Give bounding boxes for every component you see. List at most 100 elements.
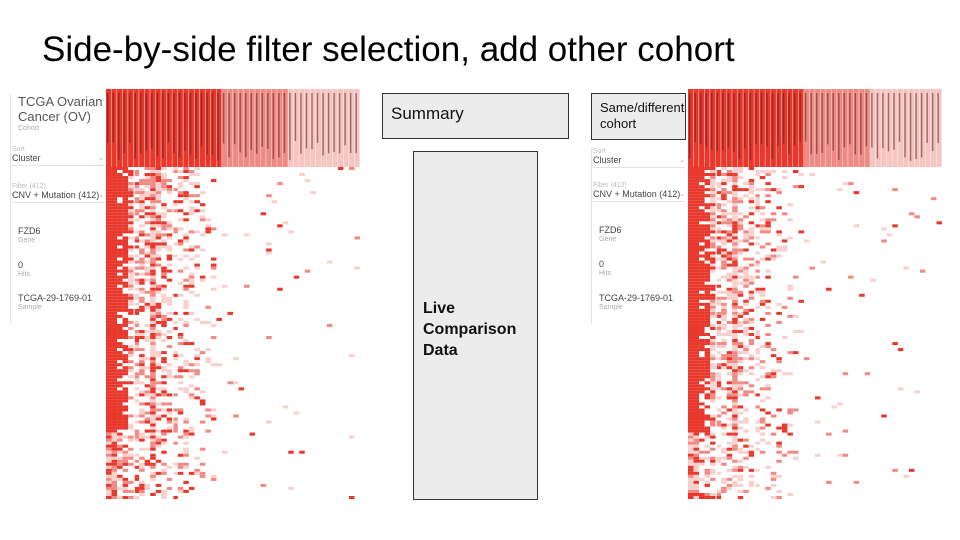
cohort-selector[interactable]: TCGA Ovarian Cancer (OV) Cohort: [18, 94, 106, 133]
heatmap-cell: [106, 257, 112, 261]
heatmap-cell: [150, 242, 156, 246]
heatmap-cell: [710, 200, 716, 204]
heatmap-cell: [688, 414, 694, 418]
heatmap-cell: [183, 302, 189, 306]
heatmap-cell: [688, 429, 694, 433]
heatmap-cell: [776, 233, 782, 237]
heatmap-cell: [122, 417, 129, 421]
heatmap-cell: [128, 272, 134, 276]
heatmap-canvas[interactable]: [106, 89, 360, 499]
heatmap-cell: [106, 314, 112, 318]
heatmap-cell: [128, 182, 134, 186]
heatmap-cell: [699, 426, 705, 430]
heatmap-cell: [721, 173, 727, 177]
heatmap-header-label: [112, 93, 114, 143]
heatmap-cell: [144, 215, 151, 219]
heatmap-cell: [710, 227, 716, 231]
heatmap-cell: [199, 248, 206, 252]
heatmap-cell: [172, 188, 178, 192]
heatmap-header-label: [278, 93, 280, 158]
heatmap-cell: [128, 336, 134, 340]
heatmap-cell: [139, 360, 145, 364]
gene-stat: FZD6 Gene: [18, 226, 41, 245]
heatmap-cell: [128, 320, 134, 324]
heatmap-header-label: [832, 93, 834, 151]
heatmap-header-label: [217, 93, 219, 161]
heatmap-cell: [122, 317, 129, 321]
heatmap-cell: [732, 248, 738, 252]
heatmap-cell: [106, 435, 112, 439]
heatmap-cell: [732, 182, 738, 186]
heatmap-cell: [732, 366, 738, 370]
sort-select[interactable]: Sort Cluster ⌄: [593, 148, 685, 168]
heatmap-cell: [144, 411, 151, 415]
heatmap-header-cell: [759, 89, 765, 167]
heatmap-cell: [111, 188, 118, 192]
heatmap-cell: [155, 435, 162, 439]
heatmap-cell: [721, 197, 727, 201]
left-heatmap[interactable]: [106, 89, 360, 499]
sort-select[interactable]: Sort Cluster ⌄: [12, 146, 104, 166]
heatmap-cell: [133, 323, 140, 327]
heatmap-cell: [715, 239, 722, 243]
heatmap-cell: [748, 333, 755, 337]
heatmap-cell: [688, 176, 694, 180]
heatmap-cell: [177, 462, 184, 466]
heatmap-cell: [183, 489, 189, 493]
heatmap-header-cell: [776, 89, 782, 167]
heatmap-cell: [161, 402, 167, 406]
heatmap-cell: [144, 233, 151, 237]
heatmap-cell: [748, 281, 755, 285]
heatmap-header-cell: [815, 89, 821, 167]
heatmap-cell: [111, 329, 118, 333]
heatmap-cell: [721, 260, 727, 264]
heatmap-cell: [144, 212, 151, 216]
heatmap-canvas[interactable]: [688, 89, 942, 499]
right-heatmap[interactable]: [688, 89, 942, 499]
heatmap-cell: [166, 185, 173, 189]
heatmap-cell: [688, 399, 694, 403]
heatmap-cell: [161, 450, 167, 454]
heatmap-cell: [210, 417, 217, 421]
heatmap-cell: [139, 393, 145, 397]
heatmap-cell: [106, 402, 112, 406]
heatmap-cell: [748, 233, 755, 237]
heatmap-cell: [150, 411, 156, 415]
heatmap-cell: [759, 257, 766, 261]
heatmap-header-cell: [919, 89, 926, 167]
heatmap-cell: [166, 254, 173, 258]
heatmap-cell: [693, 182, 700, 186]
heatmap-cell: [106, 203, 112, 207]
heatmap-cell: [139, 435, 145, 439]
heatmap-cell: [150, 266, 156, 270]
heatmap-cell: [710, 188, 716, 192]
heatmap-cell: [688, 227, 694, 231]
heatmap-cell: [144, 245, 151, 249]
heatmap-cell: [128, 480, 134, 484]
heatmap-cell: [748, 326, 755, 330]
heatmap-cell: [732, 372, 738, 376]
heatmap-cell: [117, 477, 123, 481]
heatmap-cell: [688, 483, 694, 487]
heatmap-cell: [881, 239, 887, 243]
heatmap-header-cell: [842, 89, 848, 167]
heatmap-header-label: [245, 93, 247, 158]
filter-select[interactable]: Filter (412) CNV + Mutation (412) ⌄: [12, 183, 104, 203]
heatmap-cell: [892, 468, 898, 472]
heatmap-cell: [144, 336, 151, 340]
heatmap-cell: [688, 263, 694, 267]
heatmap-cell: [210, 257, 217, 261]
heatmap-cell: [693, 399, 700, 403]
summary-box[interactable]: Summary: [382, 93, 569, 139]
heatmap-cell: [704, 275, 711, 279]
live-comparison-label: Live Comparison Data: [423, 300, 517, 359]
filter-select[interactable]: Filter (412) CNV + Mutation (412) ⌄: [593, 182, 685, 202]
same-cohort-box[interactable]: Same/different cohort: [591, 93, 686, 140]
heatmap-cell: [161, 468, 167, 472]
heatmap-cell: [732, 314, 738, 318]
heatmap-cell: [111, 206, 118, 210]
heatmap-cell: [150, 360, 156, 364]
heatmap-cell: [693, 450, 700, 454]
heatmap-cell: [743, 281, 749, 285]
sort-value: Cluster: [12, 153, 41, 163]
